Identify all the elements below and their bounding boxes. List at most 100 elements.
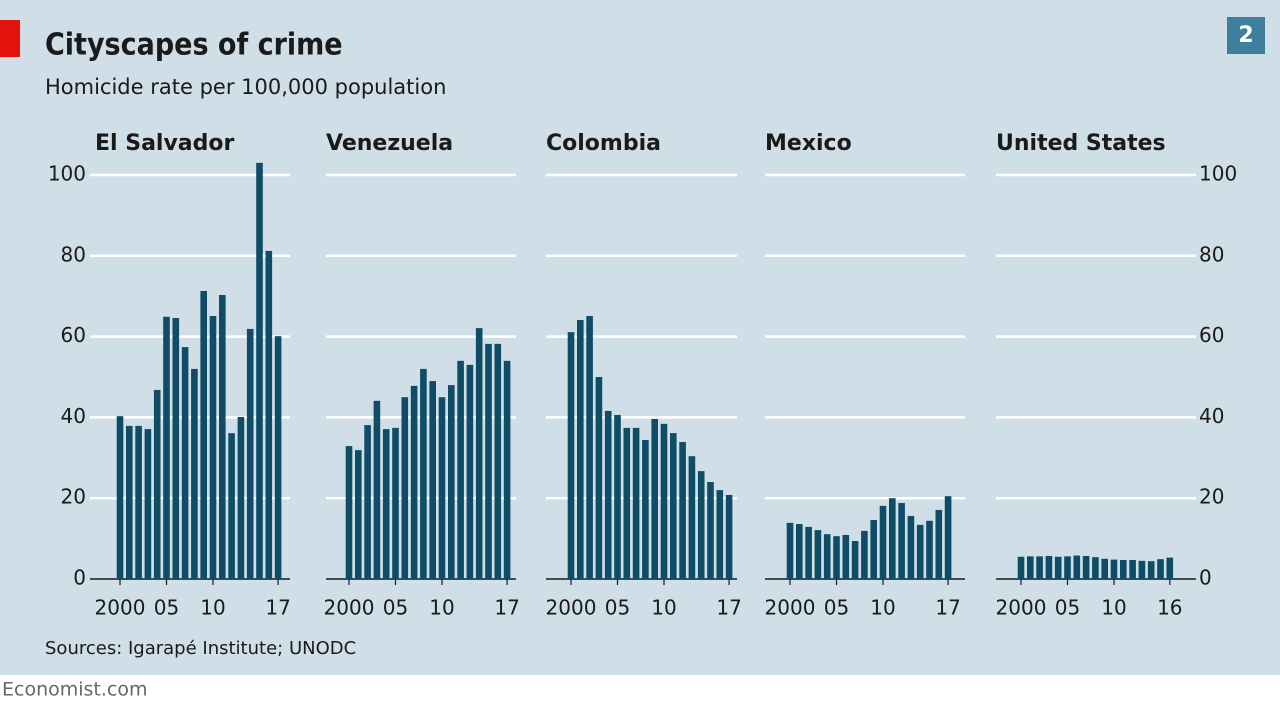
panel-title: El Salvador: [95, 131, 235, 156]
chart-title: Cityscapes of crime: [45, 28, 343, 63]
x-tick-label: 2000: [996, 596, 1047, 620]
bar: [494, 343, 502, 579]
badge-box: [1227, 17, 1265, 54]
bar: [577, 320, 584, 579]
x-tick-label: 17: [265, 596, 290, 620]
bar: [926, 520, 933, 579]
bar: [237, 416, 245, 579]
y-tick-label: 80: [61, 242, 86, 266]
bar: [1147, 561, 1155, 579]
panel-title: United States: [996, 131, 1166, 156]
bar: [382, 429, 390, 579]
bar: [796, 524, 803, 579]
x-tick-label: 2000: [765, 596, 816, 620]
bar: [870, 520, 877, 579]
bar: [907, 515, 915, 579]
y-tick-label: 40: [1199, 404, 1224, 428]
bar: [944, 496, 952, 579]
bar: [1110, 559, 1118, 579]
x-tick-label: 05: [383, 596, 408, 620]
panel-title: Colombia: [546, 131, 661, 156]
chart-subtitle: Homicide rate per 100,000 population: [45, 75, 446, 99]
bar: [1138, 560, 1146, 579]
x-tick-label: 17: [935, 596, 960, 620]
bar: [697, 471, 705, 579]
bar: [642, 440, 649, 579]
bar: [274, 336, 282, 579]
x-tick-label: 05: [824, 596, 849, 620]
x-tick-label: 2000: [95, 596, 146, 620]
bar: [466, 364, 474, 579]
bar: [1092, 557, 1099, 579]
bar: [833, 536, 840, 579]
bar: [898, 503, 905, 579]
bar: [485, 343, 492, 579]
bar: [219, 294, 226, 579]
bar: [200, 290, 207, 579]
bar: [345, 446, 353, 579]
bar: [586, 315, 593, 579]
bar: [144, 429, 152, 579]
bar: [595, 377, 603, 579]
bar: [935, 509, 943, 579]
bar: [1120, 560, 1127, 579]
bar: [660, 423, 668, 579]
x-tick-label: 10: [429, 596, 454, 620]
y-tick-label: 60: [1199, 323, 1224, 347]
bar: [889, 498, 896, 579]
x-tick-label: 05: [1055, 596, 1080, 620]
source: Sources: Igarapé Institute; UNODC: [45, 638, 356, 659]
bar: [1017, 556, 1025, 579]
bar: [256, 162, 263, 579]
bar: [814, 530, 822, 579]
bar: [153, 389, 161, 579]
x-tick-label: 05: [605, 596, 630, 620]
bar: [851, 541, 859, 579]
bar: [861, 530, 868, 579]
bar: [475, 328, 483, 579]
bar: [163, 316, 170, 579]
bar: [1054, 556, 1062, 579]
y-tick-label: 0: [1199, 566, 1212, 590]
bar: [457, 360, 464, 579]
bar: [1045, 555, 1053, 579]
x-tick-label: 17: [494, 596, 519, 620]
x-tick-label: 10: [1101, 596, 1126, 620]
x-tick-label: 05: [154, 596, 179, 620]
bar: [916, 524, 924, 579]
y-tick-label: 20: [1199, 485, 1224, 509]
bar: [842, 534, 850, 579]
y-tick-label: 40: [61, 404, 86, 428]
bar: [410, 385, 418, 579]
bar: [181, 347, 189, 579]
bar: [355, 450, 362, 579]
bar: [392, 427, 399, 579]
bar: [503, 360, 511, 579]
y-tick-label: 100: [1199, 162, 1237, 186]
bar: [1064, 556, 1071, 579]
y-tick-label: 20: [61, 485, 86, 509]
y-tick-label: 100: [48, 162, 86, 186]
x-tick-label: 10: [200, 596, 225, 620]
bar: [604, 410, 612, 579]
footer: Economist.com: [2, 679, 148, 701]
bar: [135, 425, 142, 579]
bar: [126, 425, 133, 579]
y-tick-label: 60: [61, 323, 86, 347]
bar: [716, 490, 724, 579]
bar: [246, 328, 254, 579]
bar: [116, 416, 124, 579]
bar: [373, 400, 381, 579]
bar: [1073, 555, 1081, 579]
bar: [786, 522, 794, 579]
bar: [448, 385, 455, 579]
panel-title: Venezuela: [326, 131, 453, 156]
bar: [1082, 555, 1090, 579]
x-tick-label: 10: [651, 596, 676, 620]
x-tick-label: 10: [870, 596, 895, 620]
bar: [1157, 559, 1164, 579]
bar: [651, 419, 658, 579]
bar: [1101, 558, 1108, 579]
y-tick-label: 80: [1199, 242, 1224, 266]
